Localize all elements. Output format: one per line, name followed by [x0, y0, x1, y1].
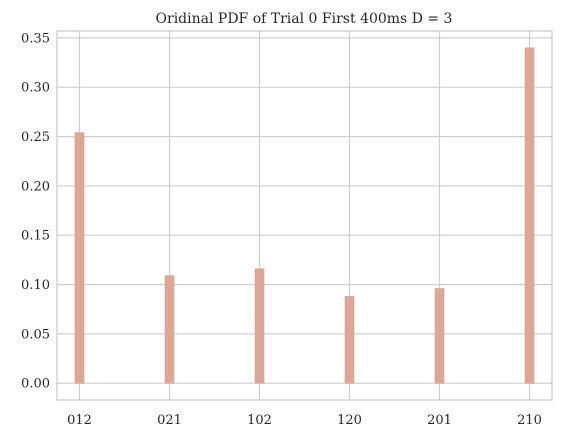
x-tick-label: 021 [157, 413, 182, 428]
y-tick-label: 0.00 [21, 377, 50, 392]
x-tick-label: 102 [247, 413, 272, 428]
y-tick-label: 0.30 [21, 81, 50, 96]
bar-120 [344, 296, 355, 384]
chart-title: Oridinal PDF of Trial 0 First 400ms D = … [156, 11, 453, 27]
y-tick-label: 0.05 [21, 327, 50, 342]
y-tick-label: 0.35 [21, 31, 50, 46]
y-tick-label: 0.20 [21, 179, 50, 194]
plot-area: 0.00 0.05 0.10 0.15 0.20 0.25 0.30 0.35 012 021 10… [21, 30, 553, 428]
x-tick-label: 120 [337, 413, 362, 428]
x-tick-label: 012 [67, 413, 92, 428]
y-tick-label: 0.15 [21, 229, 50, 244]
axes-frame [56, 30, 553, 401]
x-tick-label: 201 [427, 413, 452, 428]
x-tick-label: 210 [517, 413, 542, 428]
bar-102 [254, 268, 265, 384]
y-tick-label: 0.10 [21, 278, 50, 293]
bar-210 [524, 47, 535, 384]
bar-021 [164, 275, 175, 384]
bar-201 [434, 288, 445, 384]
bar-012 [74, 132, 85, 384]
y-tick-label: 0.25 [21, 130, 50, 145]
